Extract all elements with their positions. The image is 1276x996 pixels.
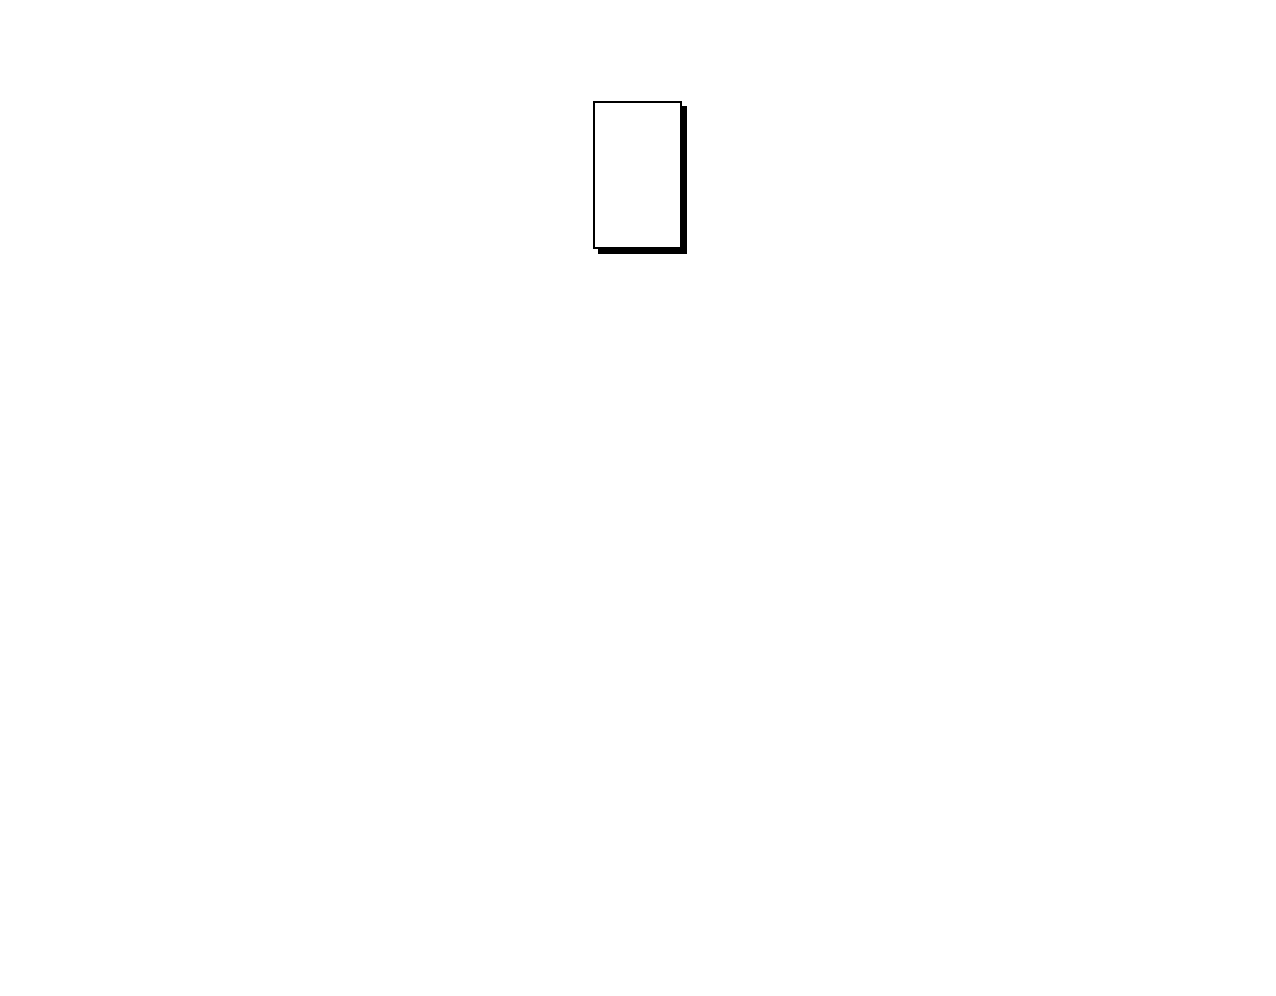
legend-item-kaon [598,175,680,198]
legend-item-ghost [598,222,680,245]
legend-item-muon [598,128,680,151]
legend-item-proton [598,198,680,221]
proton-marker-icon [598,202,614,218]
kaon-marker-icon [598,179,614,195]
electron-marker-icon [598,109,614,125]
legend-item-pion [598,152,680,175]
legend [593,101,682,249]
legend-item-electron [598,105,680,128]
muon-marker-icon [598,132,614,148]
ghost-marker-icon [598,225,614,241]
pion-marker-icon [598,155,614,171]
